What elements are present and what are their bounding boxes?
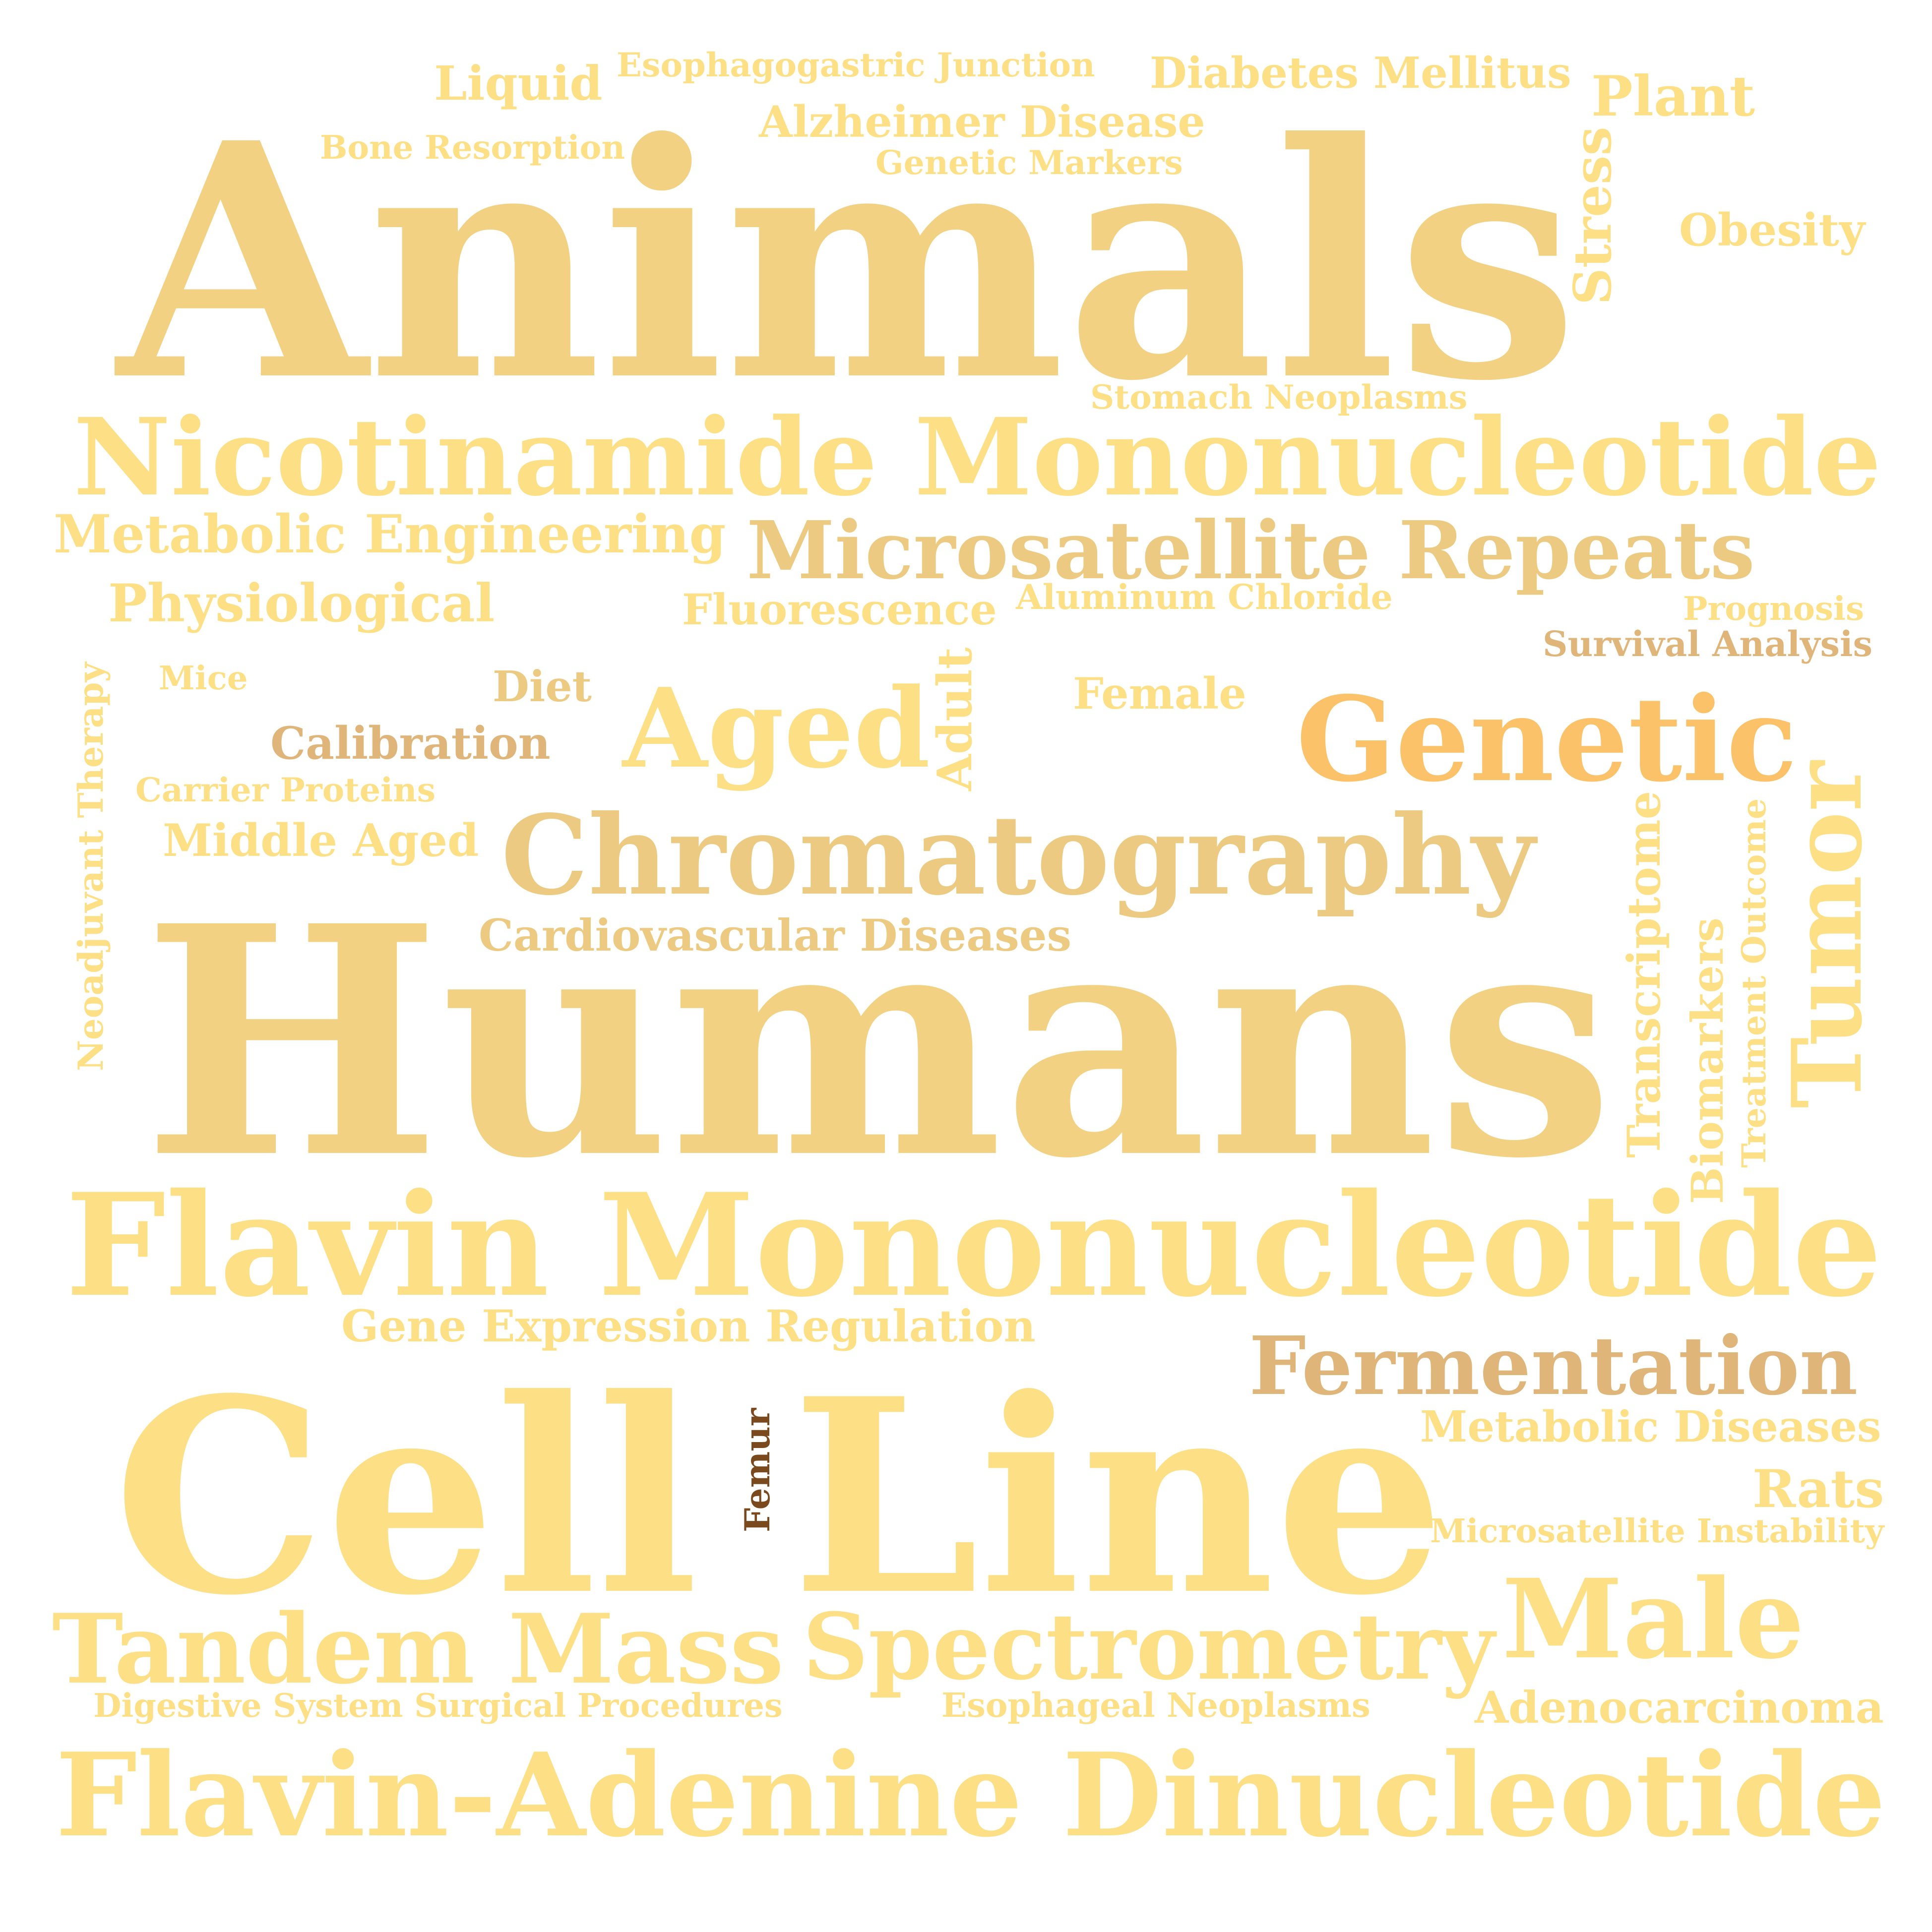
- word-middle-aged: Middle Aged: [163, 814, 479, 867]
- word-flavin-mononucleotide: Flavin Mononucleotide: [65, 1163, 1882, 1328]
- word-mice: Mice: [159, 659, 248, 697]
- word-microsatellite-repeats: Microsatellite Repeats: [747, 503, 1755, 597]
- word-tandem-mass: Tandem Mass: [52, 1593, 784, 1705]
- word-diabetes-mellitus: Diabetes Mellitus: [1150, 48, 1571, 98]
- word-liquid: Liquid: [434, 56, 603, 111]
- word-cell-line: Cell Line: [113, 1340, 1445, 1654]
- word-adenocarcinoma: Adenocarcinoma: [1475, 1682, 1884, 1733]
- word-genetic-markers: Genetic Markers: [875, 143, 1183, 182]
- word-aluminum-chloride: Aluminum Chloride: [1016, 577, 1393, 617]
- word-digestive-system-surgical-procedures: Digestive System Surgical Procedures: [93, 1687, 783, 1725]
- word-adult: Adult: [928, 647, 983, 791]
- word-aged: Aged: [623, 664, 931, 793]
- word-metabolic-diseases: Metabolic Diseases: [1420, 1402, 1881, 1452]
- word-flavin-adenine-dinucleotide: Flavin-Adenine Dinucleotide: [56, 1728, 1886, 1863]
- word-stress: Stress: [1563, 126, 1623, 305]
- word-cardiovascular-diseases: Cardiovascular Diseases: [479, 910, 1072, 961]
- word-genetic: Genetic: [1296, 671, 1798, 808]
- word-transcriptome: Transcriptome: [1618, 790, 1671, 1158]
- word-biomarkers: Biomarkers: [1682, 917, 1733, 1204]
- word-metabolic-engineering: Metabolic Engineering: [54, 503, 726, 565]
- word-carrier-proteins: Carrier Proteins: [135, 771, 436, 809]
- word-humans: Humans: [143, 857, 1614, 1227]
- word-survival-analysis: Survival Analysis: [1543, 624, 1872, 664]
- word-fermentation: Fermentation: [1249, 1319, 1858, 1413]
- word-plant: Plant: [1591, 64, 1755, 129]
- word-esophagogastric-junction: Esophagogastric Junction: [617, 45, 1095, 84]
- word-gene-expression-regulation: Gene Expression Regulation: [341, 1300, 1036, 1352]
- word-fluorescence: Fluorescence: [682, 585, 997, 635]
- word-microsatellite-instability: Microsatellite Instability: [1430, 1512, 1884, 1550]
- word-spectrometry: Spectrometry: [803, 1593, 1495, 1700]
- word-bone-resorption: Bone Resorption: [320, 128, 625, 167]
- word-femur: Femur: [738, 1408, 778, 1532]
- word-alzheimer-disease: Alzheimer Disease: [759, 96, 1205, 147]
- word-tumor: Tumor: [1771, 761, 1883, 1108]
- word-female: Female: [1073, 668, 1246, 719]
- word-treatment-outcome: Treatment Outcome: [1735, 798, 1773, 1168]
- word-male: Male: [1502, 1555, 1805, 1683]
- word-rats: Rats: [1752, 1458, 1884, 1519]
- word-chromatography: Chromatography: [501, 791, 1535, 920]
- word-physiological: Physiological: [108, 573, 495, 634]
- word-prognosis: Prognosis: [1683, 589, 1865, 628]
- word-calibration: Calibration: [270, 718, 551, 770]
- word-stomach-neoplasms: Stomach Neoplasms: [1090, 377, 1468, 417]
- word-diet: Diet: [493, 662, 592, 712]
- word-animals: Animals: [117, 73, 1579, 452]
- word-obesity: Obesity: [1679, 204, 1865, 256]
- word-neoadjuvant-therapy: Neoadjuvant Therapy: [71, 662, 111, 1071]
- word-esophageal-neoplasms: Esophageal Neoplasms: [941, 1686, 1371, 1725]
- word-nicotinamide-mononucleotide: Nicotinamide Mononucleotide: [73, 395, 1881, 520]
